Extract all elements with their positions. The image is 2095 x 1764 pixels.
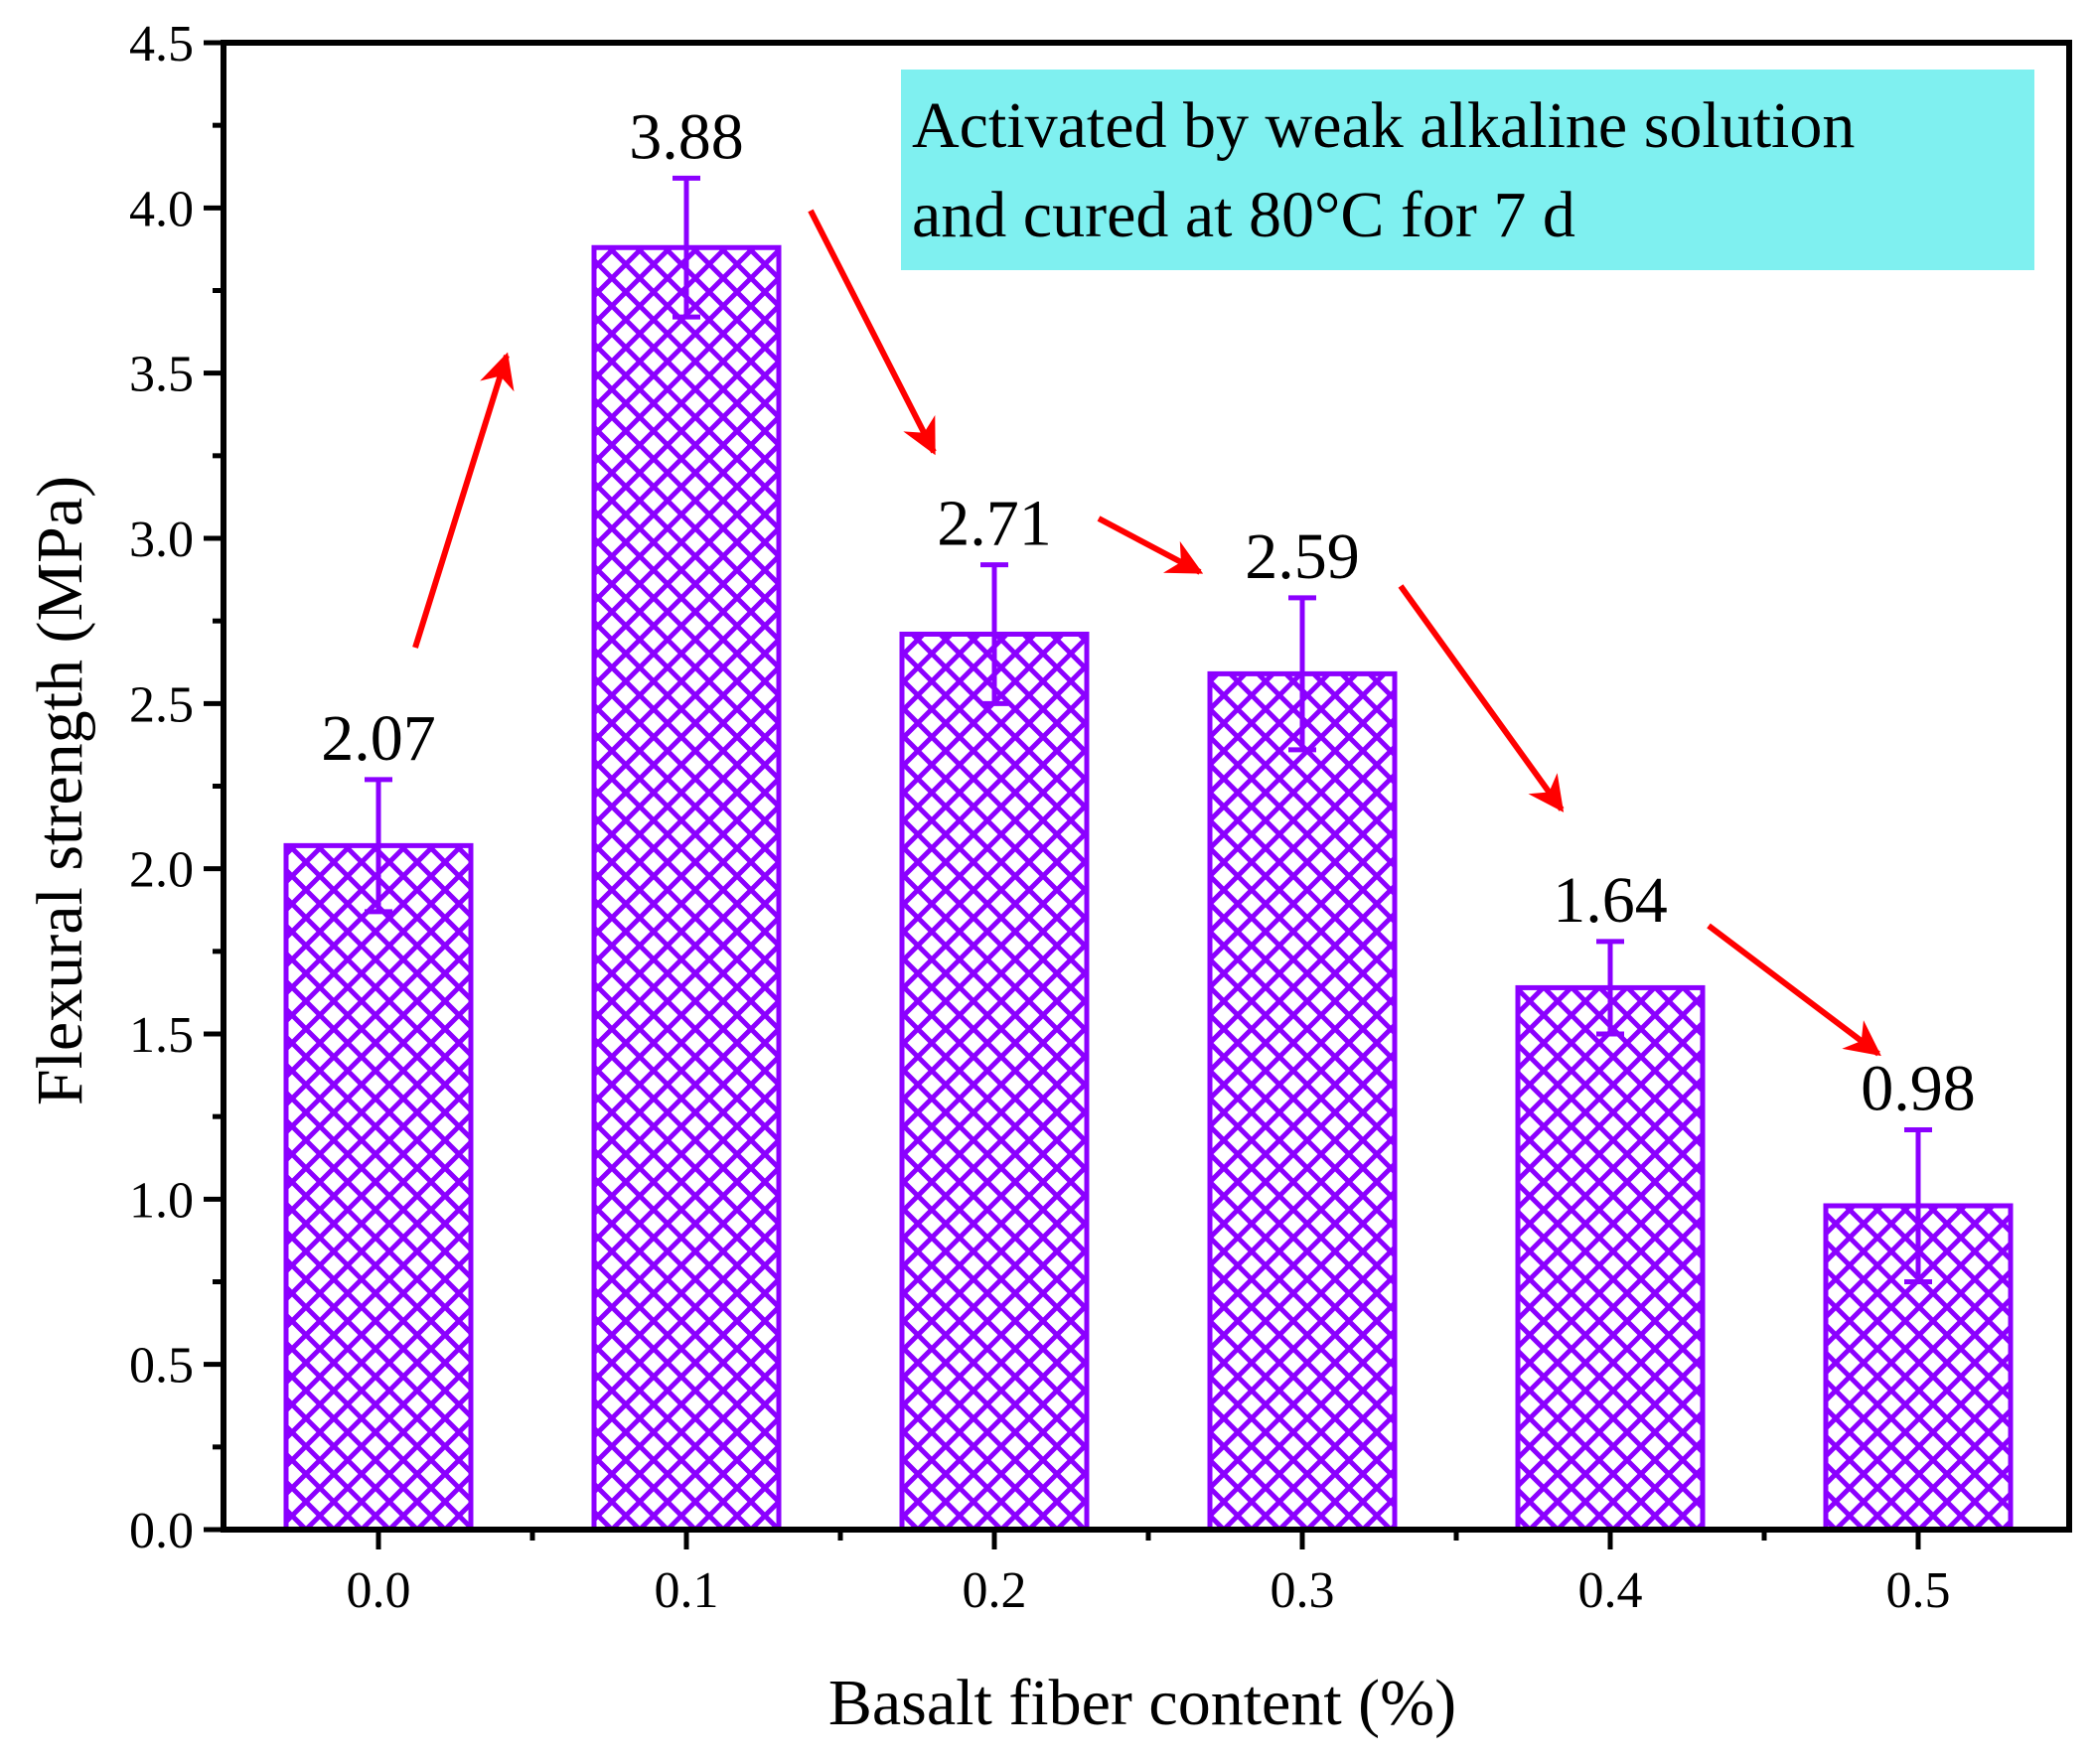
- y-tick-label: 0.0: [129, 1503, 194, 1559]
- trend-arrow: [1707, 923, 1881, 1057]
- value-label: 2.71: [937, 488, 1052, 560]
- y-tick-label: 1.5: [129, 1007, 194, 1064]
- value-label: 1.64: [1553, 864, 1668, 937]
- value-label: 0.98: [1861, 1052, 1976, 1124]
- x-tick-label: 0.2: [963, 1562, 1027, 1619]
- x-tick-label: 0.4: [1578, 1562, 1643, 1619]
- annotation-box: Activated by weak alkaline solution and …: [901, 70, 2034, 270]
- bar: [1207, 670, 1398, 1533]
- trend-arrow: [1398, 584, 1565, 812]
- x-tick-label: 0.1: [655, 1562, 719, 1619]
- x-tick-label: 0.0: [347, 1562, 411, 1619]
- trend-arrow: [412, 352, 515, 649]
- value-label: 2.59: [1245, 520, 1360, 593]
- y-tick-label: 4.5: [129, 16, 194, 73]
- x-axis-title: Basalt fiber content (%): [828, 1667, 1456, 1739]
- annotation-line-1: Activated by weak alkaline solution: [912, 89, 1855, 162]
- trend-arrow: [1097, 515, 1204, 575]
- bar: [899, 631, 1090, 1533]
- trend-arrow: [808, 209, 937, 456]
- y-tick-label: 0.5: [129, 1338, 194, 1395]
- bar: [1515, 984, 1706, 1533]
- y-axis-title: Flexural strength (MPa): [24, 476, 96, 1105]
- value-label: 3.88: [629, 100, 744, 173]
- bar: [591, 244, 782, 1533]
- x-tick-label: 0.5: [1886, 1562, 1951, 1619]
- y-tick-label: 3.5: [129, 347, 194, 403]
- y-tick-label: 2.0: [129, 842, 194, 899]
- y-tick-label: 4.0: [129, 181, 194, 237]
- x-tick-label: 0.3: [1271, 1562, 1335, 1619]
- y-tick-label: 2.5: [129, 676, 194, 733]
- annotation-background: [901, 70, 2034, 270]
- y-tick-label: 3.0: [129, 512, 194, 568]
- annotation-line-2: and cured at 80°C for 7 d: [912, 179, 1575, 251]
- y-tick-label: 1.0: [129, 1172, 194, 1229]
- value-label: 2.07: [321, 702, 436, 775]
- plot-frame: [221, 40, 2072, 1533]
- bar: [283, 842, 474, 1533]
